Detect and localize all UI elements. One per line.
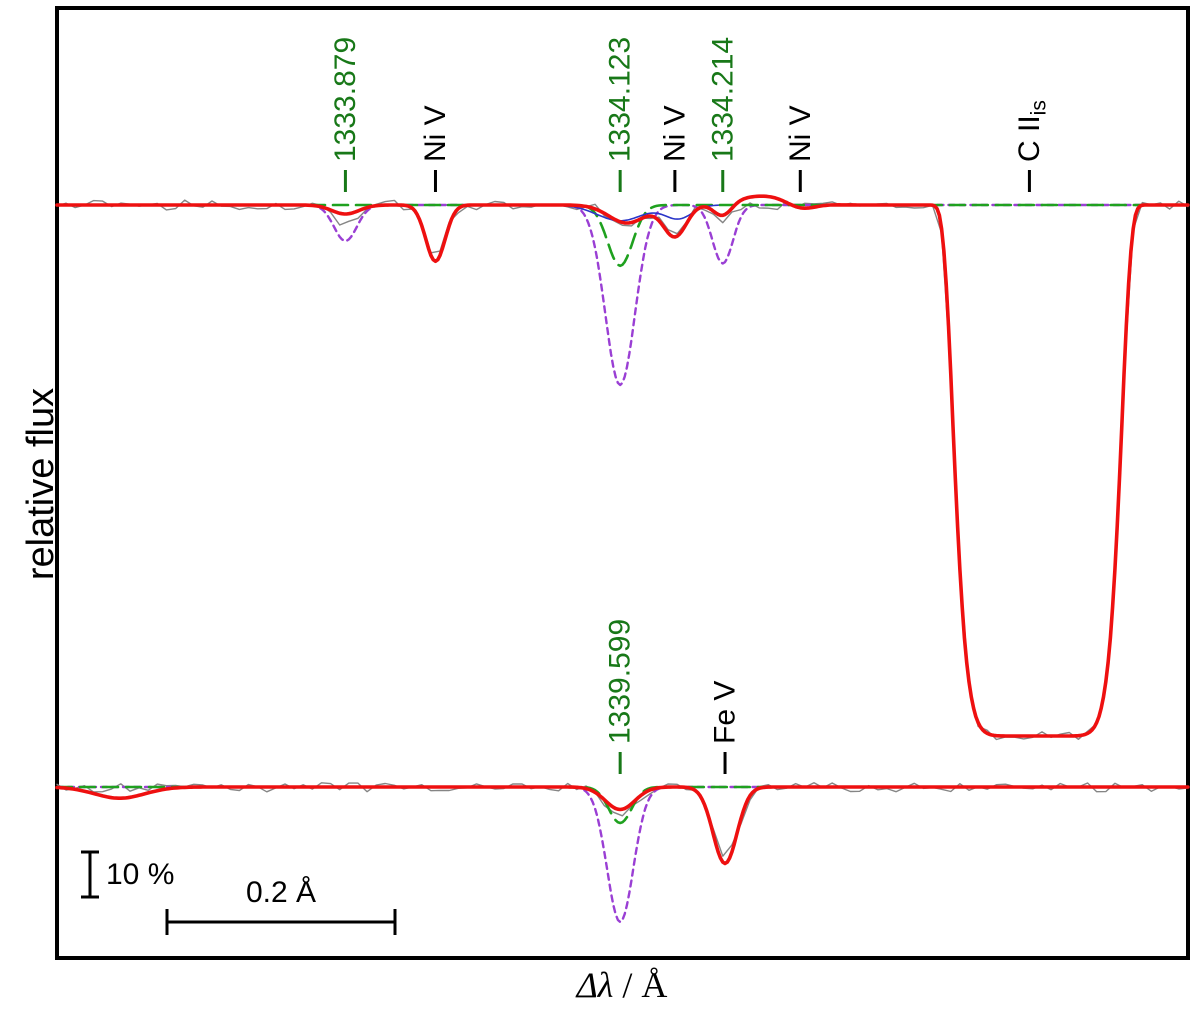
- annotation-label: 1334.214: [706, 37, 739, 162]
- annotation-ni-v: Ni V: [419, 105, 452, 192]
- flux-scale-bar: 10 %: [81, 850, 174, 899]
- annotation-label: Fe V: [709, 681, 742, 744]
- series-bottom-component-green: [55, 785, 1190, 825]
- wavelength-scale-bar-label: 0.2 Å: [246, 876, 316, 909]
- annotation-fe-v: Fe V: [709, 681, 742, 774]
- annotation-label: Ni V: [658, 105, 691, 162]
- annotation-label: Ni V: [419, 105, 452, 162]
- annotation-label: C IIis: [1013, 100, 1050, 162]
- annotation-1339.599: 1339.599: [604, 619, 637, 774]
- annotation-label: 1333.879: [329, 37, 362, 162]
- annotation-1334.123: 1334.123: [604, 37, 637, 192]
- series-top-observed: [56, 199, 1189, 741]
- wavelength-scale-bar: 0.2 Å: [165, 876, 397, 935]
- annotation-c-ii: C IIis: [1013, 100, 1050, 192]
- series-top-component-blue: [546, 204, 720, 222]
- series-bottom-model: [55, 785, 1190, 866]
- annotation-label: 1339.599: [604, 619, 637, 744]
- x-axis-label-symbol: Δλ: [576, 965, 614, 1005]
- plot-frame: [55, 6, 1190, 960]
- annotation-label: Ni V: [784, 105, 817, 162]
- annotation-1334.214: 1334.214: [706, 37, 739, 192]
- annotation-1333.879: 1333.879: [329, 37, 362, 192]
- annotation-ni-v: Ni V: [784, 105, 817, 192]
- series-top-component-purple: [55, 203, 1190, 387]
- series-top-model: [55, 194, 1190, 738]
- y-axis-label: relative flux: [20, 387, 62, 581]
- series-bottom-observed: [56, 782, 1189, 857]
- flux-scale-bar-label: 10 %: [106, 858, 174, 891]
- series-bottom-component-purple: [55, 785, 1190, 924]
- series-top-component-green: [55, 203, 1190, 268]
- x-axis-label: Δλ / Å: [422, 964, 822, 1006]
- x-axis-label-unit: / Å: [613, 965, 668, 1005]
- annotation-ni-v: Ni V: [658, 105, 691, 192]
- annotation-label: 1334.123: [604, 37, 637, 162]
